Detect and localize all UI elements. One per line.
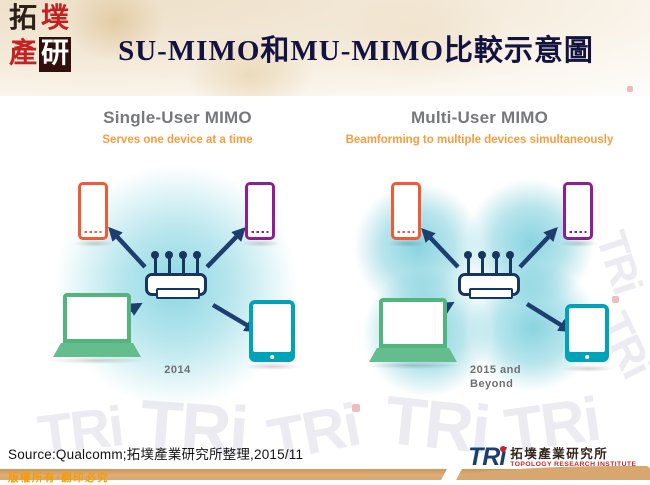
mu-mimo-panel: Multi-User MIMO Beamforming to multiple … — [337, 97, 622, 401]
footer-bar — [0, 469, 650, 480]
tri-footer-logo: TRi 拓墣產業研究所 TOPOLOGY RESEARCH INSTITUTE — [468, 443, 646, 471]
tri-logotype: TRi — [468, 443, 507, 471]
mu-mimo-subtitle: Beamforming to multiple devices simultan… — [345, 134, 614, 146]
mu-mimo-year-caption: 2015 and Beyond — [470, 363, 521, 391]
antenna — [165, 251, 173, 274]
top-banner-background — [0, 0, 650, 96]
antenna — [464, 251, 472, 274]
smartphone-icon — [563, 182, 593, 240]
logo-char: 產 — [8, 38, 37, 69]
arrow-router-to-tablet — [211, 303, 259, 333]
institute-name-zh: 拓墣產業研究所 — [510, 447, 609, 461]
shadow — [47, 357, 147, 364]
su-mimo-title: Single-User MIMO — [103, 108, 252, 127]
source-attribution: Source:Qualcomm;拓墣產業研究所整理,2015/11 — [8, 447, 304, 462]
router-antennas — [138, 251, 214, 274]
tri-corner-logo: 拓 墣 產 研 — [7, 2, 71, 72]
smartphone-icon — [78, 182, 108, 240]
arrow-router-to-orange-phone — [108, 226, 147, 269]
tablet-icon — [249, 300, 295, 362]
shadow — [245, 363, 301, 370]
page-title: SU-MIMO和MU-MIMO比較示意圖 — [118, 35, 594, 67]
smartphone-icon — [245, 182, 275, 240]
logo-char: 墣 — [40, 3, 69, 34]
mu-mimo-year-line2: Beyond — [470, 378, 514, 390]
wifi-router-icon — [138, 251, 214, 299]
router-body — [145, 273, 207, 299]
antenna — [492, 251, 500, 274]
antenna — [179, 251, 187, 274]
shadow — [241, 240, 281, 247]
shadow — [74, 240, 114, 247]
su-mimo-year-caption: 2014 — [164, 364, 191, 376]
laptop-screen — [63, 293, 131, 343]
shadow — [387, 240, 427, 247]
antenna — [151, 251, 159, 274]
arrow-router-to-orange-phone — [421, 227, 460, 269]
router-antennas — [451, 251, 527, 274]
shadow — [561, 365, 615, 372]
router-body — [458, 273, 520, 299]
mu-mimo-year-line1: 2015 and — [470, 364, 522, 376]
arrow-router-to-purple-phone — [205, 227, 246, 269]
institute-name-en: TOPOLOGY RESEARCH INSTITUTE — [510, 461, 637, 468]
shadow — [559, 240, 599, 247]
shadow — [363, 362, 463, 369]
logo-char: 研 — [39, 37, 71, 72]
arrow-router-to-tablet — [525, 302, 573, 333]
laptop-base — [369, 348, 457, 362]
institute-names: 拓墣產業研究所 TOPOLOGY RESEARCH INSTITUTE — [510, 448, 636, 469]
watermark-red-dot — [352, 404, 360, 412]
laptop-screen — [379, 298, 447, 348]
tri-logo-red-dot — [500, 446, 507, 452]
arrow-router-to-purple-phone — [518, 226, 558, 269]
antenna — [506, 251, 514, 274]
laptop-icon — [369, 298, 457, 362]
su-mimo-subtitle: Serves one device at a time — [102, 134, 253, 146]
watermark-red-dot — [612, 296, 619, 303]
wifi-router-icon — [451, 251, 527, 299]
mu-mimo-title: Multi-User MIMO — [410, 108, 549, 127]
su-mimo-panel: Single-User MIMO Serves one device at a … — [35, 97, 320, 412]
copyright-notice: 版權所有‧翻印必究 — [8, 472, 110, 484]
antenna — [193, 251, 201, 274]
logo-char: 拓 — [8, 3, 37, 34]
watermark-red-dot — [627, 86, 633, 92]
laptop-icon — [53, 293, 141, 357]
tri-logotype-text: TRi — [468, 443, 506, 471]
tablet-icon — [565, 304, 609, 362]
smartphone-icon — [391, 182, 421, 240]
laptop-base — [53, 343, 141, 357]
footer-swoosh — [456, 466, 650, 480]
antenna — [478, 251, 486, 274]
